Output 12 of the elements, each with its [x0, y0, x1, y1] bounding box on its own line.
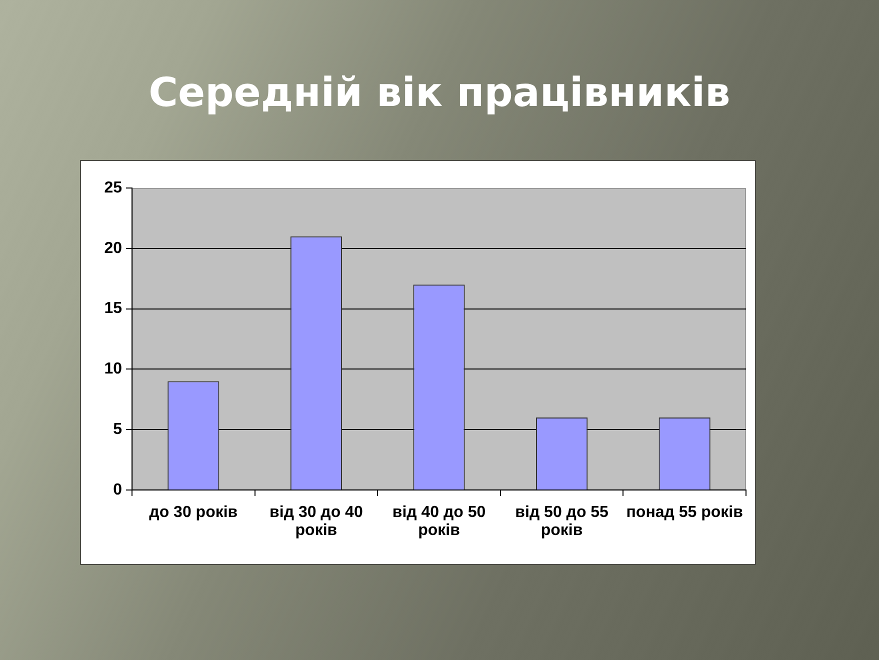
- chart-title: Середній вік працівників: [148, 70, 732, 116]
- x-tick-label: від 40 до 50 років: [392, 504, 486, 539]
- x-tick-label: від 50 до 55 років: [515, 504, 609, 539]
- y-tick-label: 15: [104, 300, 122, 318]
- y-tick-label: 25: [104, 179, 122, 196]
- x-tick-label: понад 55 років: [626, 504, 744, 522]
- y-tick-label: 5: [113, 421, 122, 438]
- x-tick-label: до 30 років: [149, 504, 238, 522]
- y-tick-label: 0: [113, 481, 122, 498]
- y-tick-label: 20: [104, 240, 122, 257]
- x-tick-label: від 30 до 40 років: [270, 504, 363, 539]
- y-tick-label: 10: [104, 360, 122, 378]
